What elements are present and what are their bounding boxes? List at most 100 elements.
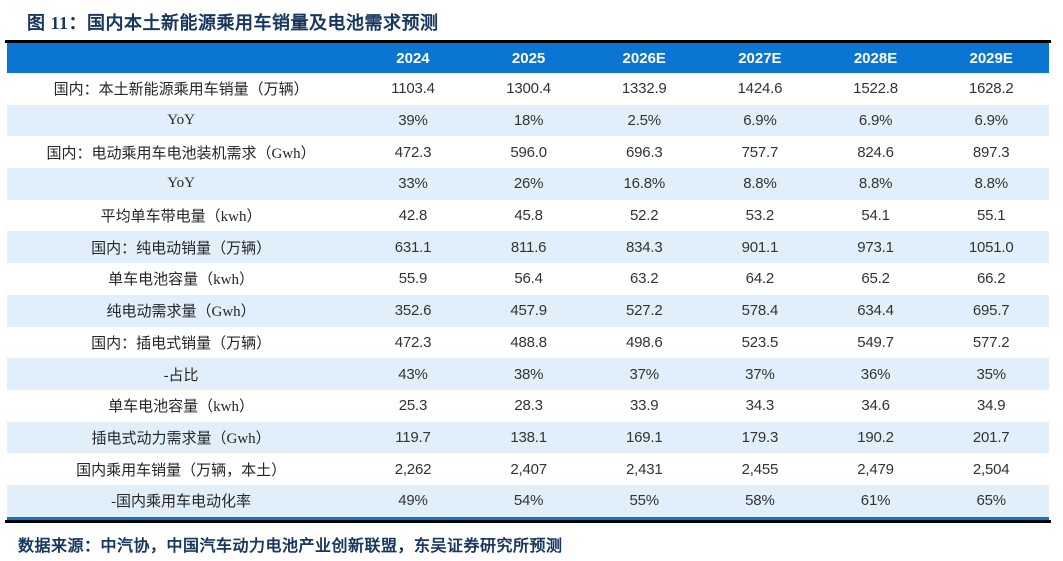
- value-cell: 631.1: [394, 238, 432, 256]
- value-cell: 34.6: [861, 397, 890, 415]
- row-label: 平均单车带电量（kwh）: [100, 209, 262, 226]
- value-cell: 179.3: [741, 428, 779, 446]
- row-label: 国内：本土新能源乘用车销量（万辆）: [53, 82, 309, 99]
- value-cell: 1332.9: [621, 80, 667, 98]
- value-cell: 55%: [629, 492, 660, 510]
- value-cell: 49%: [398, 492, 428, 510]
- row-label: 国内：插电式销量（万辆）: [91, 335, 272, 352]
- year-column-header: 2027E: [702, 43, 818, 73]
- value-cell: 824.6: [857, 143, 894, 161]
- value-cell: 25.3: [398, 397, 428, 415]
- figure-title: 图 11：国内本土新能源乘用车销量及电池需求预测: [27, 13, 439, 33]
- value-cell: 8.8%: [858, 175, 893, 193]
- value-cell: 1628.2: [968, 80, 1014, 98]
- value-cell: 472.3: [394, 143, 432, 161]
- value-cell: 472.3: [394, 333, 432, 351]
- value-cell: 1522.8: [853, 80, 898, 98]
- corner-cell: [7, 43, 356, 73]
- value-cell: 2,431: [625, 460, 663, 478]
- table-bottom-blue-rule: [7, 517, 1049, 520]
- data-source-note: 数据来源：中汽协，中国汽车动力电池产业创新联盟，东吴证券研究所预测: [18, 538, 563, 555]
- value-cell: 58%: [745, 492, 775, 510]
- value-cell: 56.4: [514, 270, 543, 288]
- table-row: 平均单车带电量（kwh） 42.8 45.8 52.2 53.2 54.1 55.1: [7, 200, 1049, 232]
- value-cell: 63.2: [630, 270, 659, 288]
- value-cell: 1300.4: [506, 80, 551, 98]
- value-cell: 2,479: [857, 460, 894, 478]
- value-cell: 36%: [860, 365, 891, 383]
- title-divider-rule: [5, 40, 1051, 43]
- value-cell: 352.6: [394, 302, 432, 320]
- value-cell: 201.7: [972, 428, 1010, 446]
- value-cell: 696.3: [625, 143, 663, 161]
- value-cell: 64.2: [745, 270, 775, 288]
- value-cell: 66.2: [976, 270, 1006, 288]
- row-label: -占比: [163, 367, 199, 384]
- value-cell: 65%: [976, 492, 1006, 510]
- value-cell: 61%: [860, 492, 891, 510]
- forecast-table: 2024 2025 2026E 2027E 2028E 2029E 国内：本土新能源乘用车…: [7, 43, 1049, 517]
- value-cell: 55.9: [398, 270, 428, 288]
- value-cell: 834.3: [625, 238, 663, 256]
- value-cell: 2.5%: [627, 112, 662, 130]
- value-cell: 190.2: [857, 428, 894, 446]
- value-cell: 6.9%: [858, 112, 893, 130]
- row-label: YoY: [167, 112, 195, 129]
- year-column-header: 2026E: [586, 43, 703, 73]
- year-column-header: 2024: [355, 43, 471, 73]
- forecast-table-container: 2024 2025 2026E 2027E 2028E 2029E 国内：本土新能源乘用车…: [7, 43, 1049, 517]
- value-cell: 596.0: [510, 143, 547, 161]
- row-label: 国内：电动乘用车电池装机需求（Gwh）: [46, 145, 316, 162]
- value-cell: 549.7: [857, 333, 894, 351]
- value-cell: 8.8%: [974, 175, 1008, 193]
- value-cell: 1424.6: [737, 80, 783, 98]
- value-cell: 34.9: [976, 397, 1006, 415]
- year-column-header: 2025: [470, 43, 587, 73]
- table-row: 单车电池容量（kwh） 55.9 56.4 63.2 64.2 65.2 66.2: [7, 263, 1049, 295]
- row-label: 单车电池容量（kwh）: [108, 272, 254, 289]
- value-cell: 65.2: [861, 270, 890, 288]
- value-cell: 757.7: [741, 143, 779, 161]
- value-cell: 8.8%: [743, 175, 777, 193]
- value-cell: 577.2: [972, 333, 1010, 351]
- value-cell: 634.4: [857, 302, 894, 320]
- value-cell: 6.9%: [743, 112, 777, 130]
- table-row: YoY 39% 18% 2.5% 6.9% 6.9% 6.9%: [7, 104, 1049, 137]
- value-cell: 527.2: [625, 302, 663, 320]
- value-cell: 37%: [745, 365, 775, 383]
- value-cell: 39%: [398, 112, 428, 130]
- value-cell: 457.9: [510, 302, 547, 320]
- table-row: 插电式动力需求量（Gwh） 119.7 138.1 169.1 179.3 190.2 20…: [7, 421, 1049, 454]
- table-row: 国内：本土新能源乘用车销量（万辆） 1103.4 1300.4 1332.9 1424.…: [7, 73, 1049, 105]
- table-row: -国内乘用车电动化率 49% 54% 55% 58% 61% 65%: [7, 484, 1049, 517]
- value-cell: 52.2: [630, 207, 659, 225]
- value-cell: 578.4: [741, 302, 779, 320]
- value-cell: 523.5: [741, 333, 779, 351]
- table-body: 国内：本土新能源乘用车销量（万辆） 1103.4 1300.4 1332.9 1424.…: [7, 73, 1049, 517]
- year-column-header: 2029E: [933, 43, 1049, 73]
- row-label: 单车电池容量（kwh）: [108, 399, 254, 416]
- value-cell: 2,504: [972, 460, 1010, 478]
- value-cell: 55.1: [976, 207, 1006, 225]
- value-cell: 53.2: [745, 207, 775, 225]
- value-cell: 1051.0: [968, 238, 1014, 256]
- value-cell: 2,407: [510, 460, 547, 478]
- value-cell: 45.8: [514, 207, 543, 225]
- value-cell: 54%: [513, 492, 544, 510]
- value-cell: 2,262: [394, 460, 432, 478]
- value-cell: 34.3: [745, 397, 775, 415]
- table-bottom-black-rule: [5, 520, 1051, 523]
- table-row: 单车电池容量（kwh） 25.3 28.3 33.9 34.3 34.6 34.9: [7, 390, 1049, 422]
- value-cell: 54.1: [861, 207, 890, 225]
- value-cell: 16.8%: [623, 175, 666, 193]
- value-cell: 488.8: [510, 333, 547, 351]
- row-label: 插电式动力需求量（Gwh）: [91, 430, 271, 447]
- row-label: 国内：纯电动销量（万辆）: [91, 240, 272, 257]
- value-cell: 35%: [976, 365, 1006, 383]
- value-cell: 897.3: [972, 143, 1010, 161]
- year-column-header: 2028E: [817, 43, 934, 73]
- value-cell: 138.1: [510, 428, 547, 446]
- value-cell: 169.1: [625, 428, 663, 446]
- value-cell: 18%: [513, 112, 544, 130]
